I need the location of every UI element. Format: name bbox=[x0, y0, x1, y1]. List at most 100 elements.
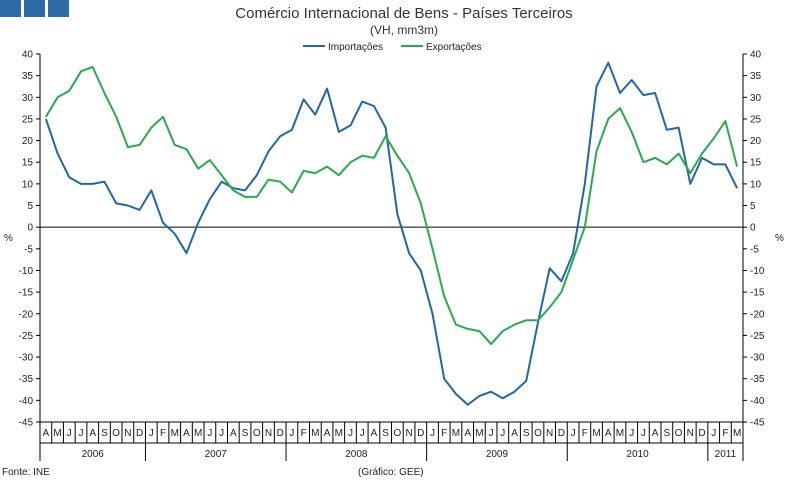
x-tick-label: N bbox=[546, 428, 553, 439]
y-tick-label: 40 bbox=[22, 50, 34, 61]
x-tick-label: S bbox=[382, 428, 389, 439]
x-tick-label: J bbox=[348, 428, 353, 439]
x-tick-label: J bbox=[289, 428, 294, 439]
x-tick-label: J bbox=[430, 428, 435, 439]
x-tick-label: A bbox=[324, 428, 331, 439]
y-tick-label: -10 bbox=[19, 266, 34, 277]
x-tick-label: O bbox=[112, 428, 120, 439]
y-tick-label-right: -40 bbox=[750, 396, 765, 407]
x-tick-label: J bbox=[489, 428, 494, 439]
x-tick-label: M bbox=[171, 428, 179, 439]
y-tick-label: -30 bbox=[19, 353, 34, 364]
logo-block-2 bbox=[24, 0, 45, 17]
y-tick-label: 10 bbox=[22, 179, 34, 190]
x-tick-label: J bbox=[711, 428, 716, 439]
y-tick-label: -15 bbox=[19, 288, 34, 299]
y-tick-label: -40 bbox=[19, 396, 34, 407]
x-tick-label: J bbox=[207, 428, 212, 439]
x-tick-label: M bbox=[194, 428, 202, 439]
x-tick-label: J bbox=[571, 428, 576, 439]
y-tick-label: -45 bbox=[19, 418, 34, 429]
x-tick-label: D bbox=[277, 428, 284, 439]
year-label: 2010 bbox=[626, 449, 649, 460]
credit-note: (Gráfico: GEE) bbox=[358, 467, 424, 478]
x-tick-label: A bbox=[652, 428, 659, 439]
logo-block-1 bbox=[0, 0, 21, 17]
y-tick-label: 35 bbox=[22, 71, 34, 82]
x-tick-label: J bbox=[149, 428, 154, 439]
chart-title: Comércio Internacional de Bens - Países … bbox=[235, 5, 572, 22]
year-label: 2007 bbox=[205, 449, 228, 460]
year-label: 2009 bbox=[486, 449, 509, 460]
year-label: 2008 bbox=[345, 449, 368, 460]
x-tick-label: N bbox=[124, 428, 131, 439]
y-tick-label-right: 35 bbox=[750, 71, 762, 82]
x-tick-label: A bbox=[230, 428, 237, 439]
x-tick-label: J bbox=[79, 428, 84, 439]
y-tick-label: -20 bbox=[19, 309, 34, 320]
x-tick-label: A bbox=[511, 428, 518, 439]
plot-frame bbox=[39, 54, 744, 422]
series-line-exportacoes bbox=[45, 66, 739, 346]
y-tick-label: -25 bbox=[19, 331, 34, 342]
y-tick-label: -35 bbox=[19, 374, 34, 385]
y-axis-right: 40 35 30 25 20 15 10 5 0 -5 -10 -15 -20 -25 -30 -35 -40 -… bbox=[743, 50, 765, 429]
x-tick-label: A bbox=[371, 428, 378, 439]
y-tick-label: 15 bbox=[22, 158, 34, 169]
x-tick-label: F bbox=[301, 428, 307, 439]
x-tick-label: O bbox=[253, 428, 261, 439]
x-tick-label: F bbox=[441, 428, 447, 439]
y-axis-label-right: % bbox=[775, 233, 784, 244]
legend-label-exportacoes: Exportações bbox=[426, 42, 482, 53]
y-tick-label-right: 15 bbox=[750, 158, 762, 169]
y-tick-label: -5 bbox=[24, 244, 33, 255]
x-tick-label: N bbox=[265, 428, 272, 439]
x-tick-label: F bbox=[722, 428, 728, 439]
x-tick-label: F bbox=[160, 428, 166, 439]
y-tick-label: 30 bbox=[22, 93, 34, 104]
y-tick-label-right: 40 bbox=[750, 50, 762, 61]
series-line-importacoes bbox=[44, 61, 738, 406]
y-tick-label-right: 30 bbox=[750, 93, 762, 104]
x-tick-label: J bbox=[629, 428, 634, 439]
y-tick-label: 5 bbox=[27, 201, 33, 212]
y-axis-label-left: % bbox=[4, 233, 13, 244]
x-tick-label: M bbox=[616, 428, 624, 439]
x-tick-label: J bbox=[641, 428, 646, 439]
x-tick-label: O bbox=[534, 428, 542, 439]
y-tick-label: 0 bbox=[27, 223, 33, 234]
x-tick-label: D bbox=[558, 428, 565, 439]
x-tick-label: M bbox=[311, 428, 319, 439]
x-tick-label: O bbox=[675, 428, 683, 439]
year-label: 2006 bbox=[82, 449, 105, 460]
x-tick-label: D bbox=[698, 428, 705, 439]
legend: Importações Exportações bbox=[303, 42, 482, 53]
y-tick-label-right: -5 bbox=[750, 244, 759, 255]
x-tick-label: M bbox=[335, 428, 343, 439]
y-tick-label-right: 25 bbox=[750, 114, 762, 125]
x-tick-label: S bbox=[242, 428, 249, 439]
y-tick-label-right: -45 bbox=[750, 418, 765, 429]
y-tick-label-right: 20 bbox=[750, 136, 762, 147]
x-tick-label: M bbox=[452, 428, 460, 439]
source-note: Fonte: INE bbox=[2, 467, 50, 478]
y-tick-label-right: -10 bbox=[750, 266, 765, 277]
y-tick-label-right: -20 bbox=[750, 309, 765, 320]
x-tick-label: M bbox=[733, 428, 741, 439]
x-tick-label: J bbox=[360, 428, 365, 439]
y-tick-label-right: -25 bbox=[750, 331, 765, 342]
y-tick-label-right: 0 bbox=[750, 223, 756, 234]
x-tick-label: J bbox=[500, 428, 505, 439]
x-tick-label: A bbox=[605, 428, 612, 439]
x-tick-label: S bbox=[664, 428, 671, 439]
y-tick-label: 20 bbox=[22, 136, 34, 147]
year-label: 2011 bbox=[715, 449, 737, 460]
x-tick-label: A bbox=[89, 428, 96, 439]
x-tick-label: N bbox=[687, 428, 694, 439]
x-tick-label: F bbox=[582, 428, 588, 439]
y-tick-label-right: 10 bbox=[750, 179, 762, 190]
x-tick-label: S bbox=[523, 428, 530, 439]
x-tick-label: D bbox=[136, 428, 143, 439]
x-tick-label: M bbox=[592, 428, 600, 439]
